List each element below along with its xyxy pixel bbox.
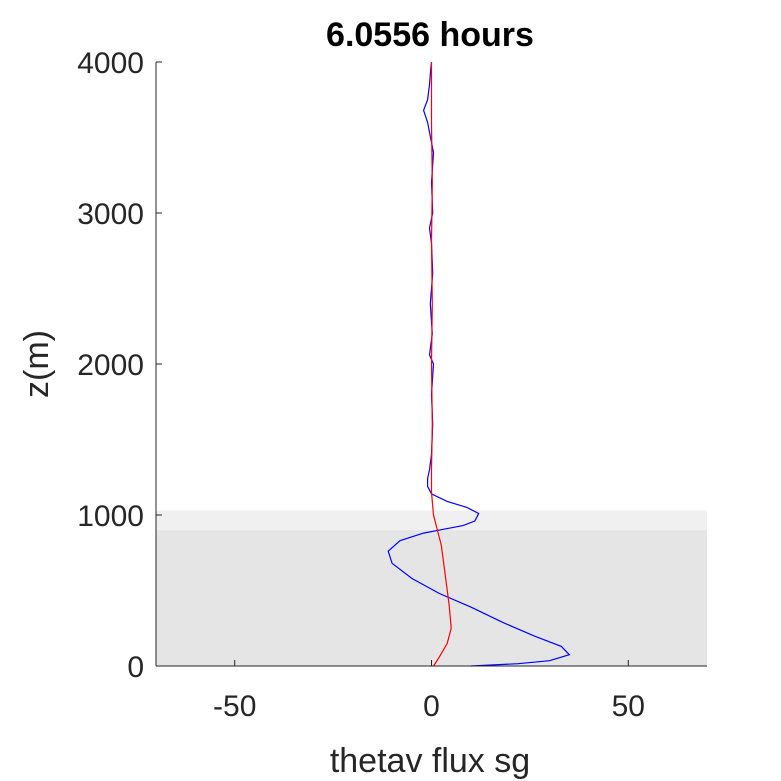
series-line-1 — [430, 62, 452, 667]
shaded-band-1 — [156, 510, 707, 531]
x-axis-label: thetav flux sg — [330, 742, 530, 780]
y-tick-label: 1000 — [77, 500, 144, 533]
shaded-bands — [156, 510, 707, 666]
y-tick-label: 2000 — [77, 349, 144, 382]
y-tick-label: 4000 — [77, 47, 144, 80]
series-line-0 — [387, 61, 571, 667]
chart-title: 6.0556 hours — [326, 16, 534, 54]
shaded-band-0 — [156, 530, 707, 666]
y-tick-label: 3000 — [77, 198, 144, 231]
x-tick-label: 50 — [612, 690, 645, 723]
y-tick-label: 0 — [127, 651, 144, 684]
y-axis-label: z(m) — [18, 330, 56, 398]
x-tick-label: 0 — [423, 690, 440, 723]
series-lines — [387, 61, 571, 667]
x-tick-label: -50 — [213, 690, 256, 723]
